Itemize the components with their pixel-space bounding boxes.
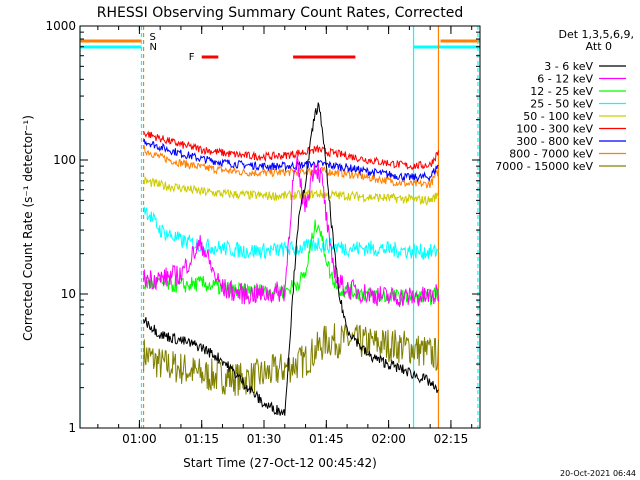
legend-label-6: 300 - 800 keV — [516, 135, 593, 148]
x-tick-label-0: 01:00 — [122, 432, 157, 446]
x-tick-label-5: 02:15 — [434, 432, 469, 446]
series-line-7 — [143, 145, 439, 189]
x-tick-label-4: 02:00 — [371, 432, 406, 446]
series-line-6 — [143, 138, 439, 183]
x-tick-label-3: 01:45 — [309, 432, 344, 446]
flag-n-label: N — [149, 42, 156, 53]
flag-s-label: S — [149, 32, 155, 43]
series-line-5 — [143, 130, 439, 171]
flag-f-label: F — [189, 52, 195, 63]
legend-label-7: 800 - 7000 keV — [509, 148, 593, 161]
series-line-8 — [143, 323, 439, 396]
x-tick-label-2: 01:30 — [247, 432, 282, 446]
y-tick-label-0: 1 — [68, 421, 76, 435]
y-tick-label-1: 10 — [61, 287, 76, 301]
y-tick-label-3: 1000 — [45, 19, 76, 33]
series-line-2 — [143, 219, 439, 306]
x-axis-label: Start Time (27-Oct-12 00:45:42) — [183, 456, 377, 470]
y-tick-label-2: 100 — [53, 153, 76, 167]
legend-label-3: 25 - 50 keV — [530, 98, 593, 111]
legend-label-5: 100 - 300 keV — [516, 123, 593, 136]
legend-label-8: 7000 - 15000 keV — [495, 160, 593, 173]
series-line-3 — [143, 206, 439, 260]
series-line-4 — [143, 176, 439, 206]
legend-label-1: 6 - 12 keV — [537, 73, 593, 86]
series-line-0 — [143, 102, 439, 416]
x-tick-label-1: 01:15 — [184, 432, 219, 446]
footer-date: 20-Oct-2021 06:44 — [560, 469, 636, 478]
series-line-1 — [143, 156, 439, 308]
plot-frame — [79, 25, 481, 429]
y-axis-label: Corrected Count Rate (s⁻¹ detector⁻¹) — [21, 115, 35, 341]
legend-label-2: 12 - 25 keV — [530, 85, 593, 98]
legend-label-0: 3 - 6 keV — [544, 60, 593, 73]
legend-header-line-2: Att 0 — [586, 40, 612, 53]
chart-title: RHESSI Observing Summary Count Rates, Co… — [97, 5, 463, 21]
legend-header-line-1: Det 1,3,5,6,9, — [558, 28, 634, 41]
legend-label-4: 50 - 100 keV — [523, 110, 593, 123]
